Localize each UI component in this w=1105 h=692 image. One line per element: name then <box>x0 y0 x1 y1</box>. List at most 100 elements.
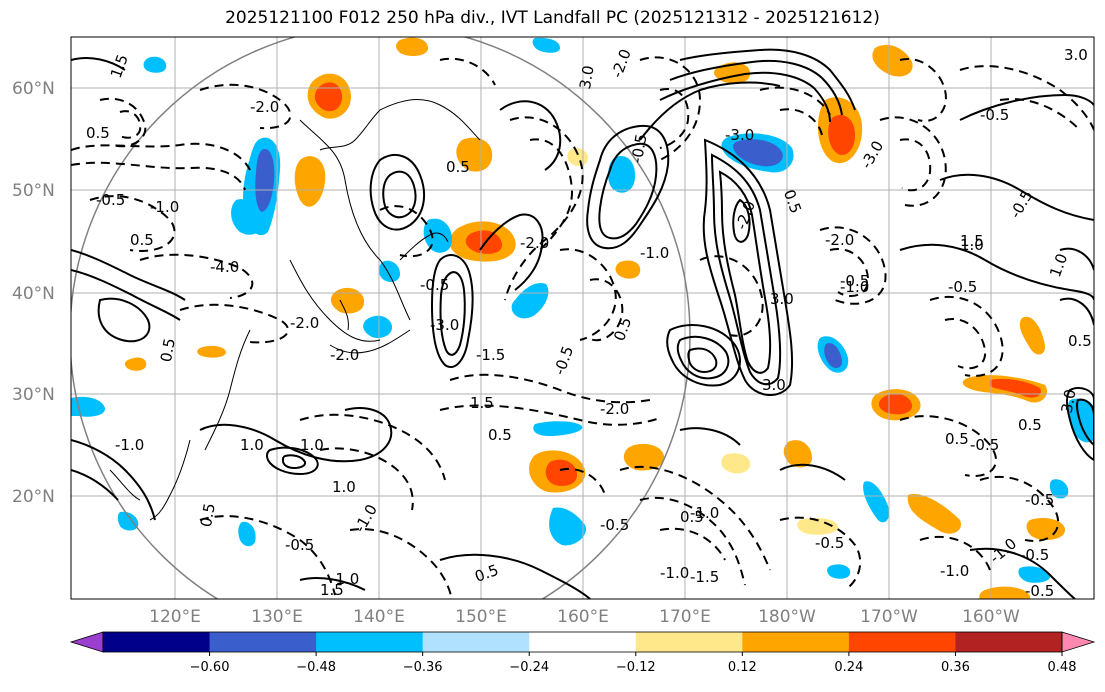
lon-label: 160°W <box>962 607 1020 627</box>
contour-label: -1.0 <box>330 570 359 588</box>
div-positive-core <box>314 82 343 112</box>
reference-circle <box>71 37 691 599</box>
map-plot-area: 1.5 0.5 -2.0 -0.5 0.5 -1.0 -4.0 -2.0 -0.… <box>71 37 1094 599</box>
contour-label: 0.5 <box>488 426 512 444</box>
div-positive-core <box>990 378 1041 398</box>
contour-label: 1.0 <box>300 436 324 454</box>
div-positive-region <box>330 287 365 314</box>
contour-labels: 1.5 0.5 -2.0 -0.5 0.5 -1.0 -4.0 -2.0 -0.… <box>86 46 1092 599</box>
contour-label: 1.5 <box>960 232 984 250</box>
div-positive-region <box>872 44 913 77</box>
contour-label: -1.0 <box>660 564 689 582</box>
positive-ivt-contours <box>71 48 1094 599</box>
colorbar-tick-label: 0.36 <box>941 660 970 675</box>
latitude-labels: 60°N 50°N 40°N 30°N 20°N <box>12 79 55 507</box>
contour-label: -2.0 <box>600 400 629 418</box>
colorbar-swatch <box>635 632 743 652</box>
contour-label: -2.0 <box>330 346 359 364</box>
map-title: 2025121100 F012 250 hPa div., IVT Landfa… <box>225 8 880 28</box>
div-negative-region <box>511 282 549 319</box>
div-negative-region <box>231 199 262 235</box>
lon-label: 130°E <box>251 607 303 627</box>
colorbar: −0.60 −0.48 −0.36 −0.24 −0.12 0.12 0.24 0.36 0.4… <box>69 631 1096 675</box>
contour-label: -0.5 <box>980 106 1009 124</box>
contour-label: 1.0 <box>960 236 984 254</box>
contour-label: -0.5 <box>600 516 629 534</box>
div-positive-region <box>124 357 147 371</box>
contour-label: -2.0 <box>520 234 549 252</box>
contour-label: -1.0 <box>150 198 179 216</box>
lat-label: 20°N <box>12 487 55 507</box>
colorbar-tick-label: −0.60 <box>190 660 230 675</box>
colorbar-swatch <box>529 632 637 652</box>
contour-label: -0.5 <box>285 536 314 554</box>
div-negative-region <box>363 315 393 338</box>
div-negative-region <box>532 37 560 53</box>
div-positive-region <box>1026 518 1065 540</box>
contour-label: -0.5 <box>96 191 125 209</box>
div-positive-region <box>797 518 839 535</box>
div-positive-core <box>545 459 578 486</box>
colorbar-extend-min <box>69 631 104 653</box>
colorbar-swatch <box>848 632 956 652</box>
div-positive-region <box>907 494 961 534</box>
div-positive-region <box>979 586 1030 599</box>
div-negative-region <box>238 521 256 547</box>
contour-label: -1.0 <box>115 436 144 454</box>
contour-label: -0.5 <box>1025 491 1054 509</box>
lon-label: 140°E <box>353 607 405 627</box>
contour-label: -0.5 <box>628 132 651 164</box>
div-negative-core <box>255 149 275 212</box>
contour-label: 3.0 <box>762 376 786 394</box>
div-negative-region <box>117 511 139 531</box>
colorbar-swatch <box>742 632 850 652</box>
div-positive-region <box>294 156 326 207</box>
div-positive-region <box>1019 316 1046 355</box>
contour-label: -1.0 <box>940 562 969 580</box>
colorbar-extend-max <box>1061 631 1096 653</box>
div-negative-core <box>824 342 843 368</box>
lon-label: 150°E <box>455 607 507 627</box>
lon-label: 170°W <box>860 607 918 627</box>
contour-label: 3.0 <box>576 64 598 91</box>
colorbar-swatch <box>422 632 530 652</box>
contour-label: 0.5 <box>680 508 704 526</box>
contour-label: 1.5 <box>320 581 344 599</box>
div-negative-region <box>1049 479 1069 499</box>
contour-label: 1.0 <box>240 436 264 454</box>
div-positive-region <box>456 137 493 172</box>
contour-label: -4.0 <box>210 258 239 276</box>
lat-label: 50°N <box>12 181 55 201</box>
div-positive-region <box>396 37 428 56</box>
div-negative-region <box>423 218 452 253</box>
contour-label: -2.0 <box>250 98 279 116</box>
contour-label: 0.5 <box>197 502 219 529</box>
lon-label: 180°W <box>758 607 816 627</box>
lon-label: 170°E <box>659 607 711 627</box>
colorbar-tick-label: 0.12 <box>728 660 757 675</box>
div-positive-region <box>623 443 665 471</box>
contour-label: -0.5 <box>948 278 977 296</box>
contour-label: 3.0 <box>1058 388 1080 415</box>
contour-label: -2.0 <box>825 231 854 249</box>
lat-label: 60°N <box>12 79 55 99</box>
colorbar-tick-label: −0.12 <box>616 660 656 675</box>
div-positive-region <box>615 260 641 279</box>
div-positive-region <box>721 453 751 474</box>
contour-label: -0.5 <box>970 436 999 454</box>
contour-label: -1.0 <box>840 278 869 296</box>
contour-label: -1.5 <box>690 568 719 586</box>
div-negative-region <box>608 156 636 193</box>
lon-label: 160°E <box>557 607 609 627</box>
lat-label: 30°N <box>12 385 55 405</box>
coastlines <box>109 99 481 521</box>
contour-label: -2.0 <box>290 314 319 332</box>
contour-label: 0.5 <box>130 231 154 249</box>
contour-label: -3.0 <box>725 126 754 144</box>
div-positive-region <box>783 440 812 468</box>
div-positive-core <box>878 393 913 415</box>
colorbar-swatch <box>209 632 317 652</box>
contour-label: -0.5 <box>840 272 869 290</box>
contour-label: 1.0 <box>332 478 356 496</box>
